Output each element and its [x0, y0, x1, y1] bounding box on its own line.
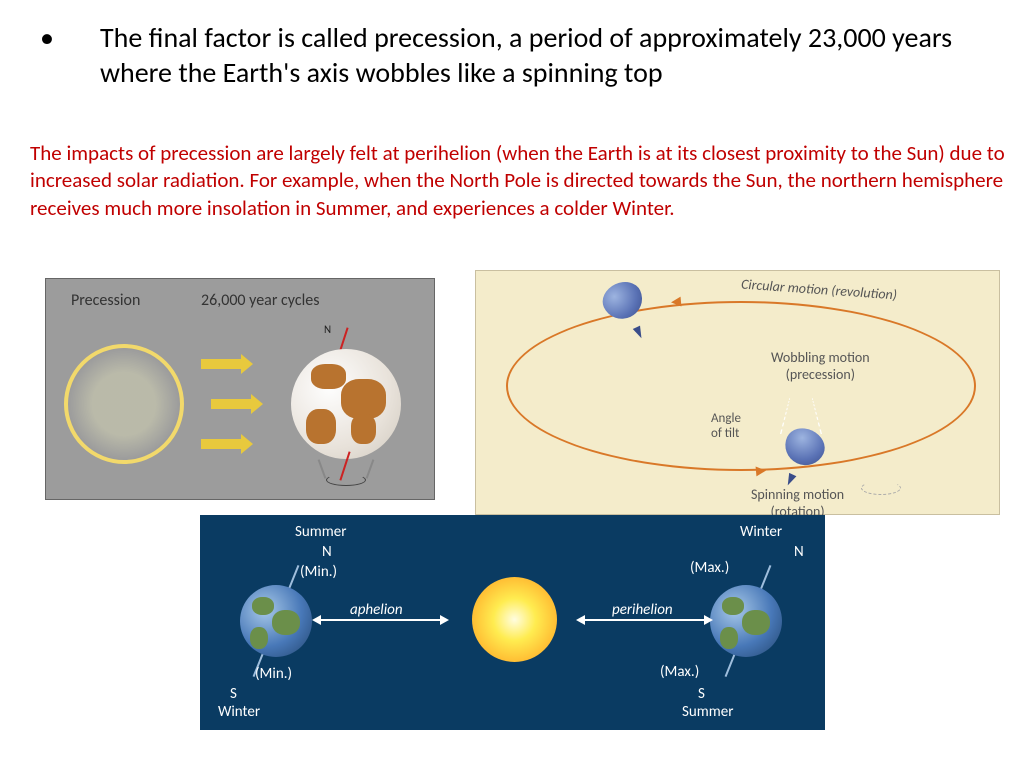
label-perihelion: perihelion: [612, 601, 673, 619]
label-amount: (Max.): [660, 663, 699, 681]
label-pole: N: [322, 543, 332, 561]
label-circular-motion: Circular motion (revolution): [741, 281, 941, 298]
arrowhead-icon: [756, 466, 767, 477]
label-precession: Precession: [71, 291, 140, 310]
label-wobbling: Wobbling motion(precession): [771, 349, 870, 383]
arrow-icon: [201, 439, 241, 449]
rotation-arrow-icon: [326, 474, 366, 486]
sun-icon: [472, 577, 557, 662]
orbit-ellipse: [506, 301, 976, 471]
arrowhead-icon: [576, 615, 585, 625]
earth-icon: [291, 349, 401, 459]
precession-diagram-panel: Precession 26,000 year cycles N: [45, 278, 435, 500]
label-season: Winter: [218, 703, 260, 721]
arrowhead-icon: [704, 615, 713, 625]
earth-right-icon: [710, 585, 782, 657]
arrowhead-icon: [440, 615, 449, 625]
spinning-top-diagram-panel: Circular motion (revolution) Wobbling mo…: [475, 270, 1000, 515]
arrowhead-icon: [312, 615, 321, 625]
label-season: Winter: [740, 523, 782, 541]
arrow-icon: [211, 399, 251, 409]
aphelion-line: [318, 619, 443, 621]
label-season: Summer: [682, 703, 733, 721]
label-north: N: [324, 323, 331, 336]
label-pole: N: [794, 543, 804, 561]
seasons-diagram-panel: aphelion perihelion Summer N (Min.) (Min…: [200, 515, 825, 730]
label-cycles: 26,000 year cycles: [201, 291, 319, 310]
bullet-point: The final factor is called precession, a…: [70, 20, 984, 90]
label-amount: (Max.): [690, 559, 729, 577]
label-pole: S: [230, 685, 237, 703]
label-amount: (Min.): [255, 665, 292, 683]
arrowhead-icon: [671, 297, 682, 308]
bullet-text: The final factor is called precession, a…: [100, 20, 984, 90]
perihelion-line: [582, 619, 707, 621]
subtitle-text: The impacts of precession are largely fe…: [30, 140, 1009, 222]
earth-left-icon: [240, 585, 312, 657]
label-pole: S: [698, 685, 705, 703]
label-season: Summer: [295, 523, 346, 541]
arrow-icon: [201, 359, 241, 369]
label-amount: (Min.): [300, 563, 337, 581]
label-aphelion: aphelion: [350, 601, 403, 619]
label-angle-tilt: Angleof tilt: [711, 411, 741, 441]
sun-icon: [64, 344, 184, 464]
rotation-arrow-icon: [861, 481, 901, 495]
